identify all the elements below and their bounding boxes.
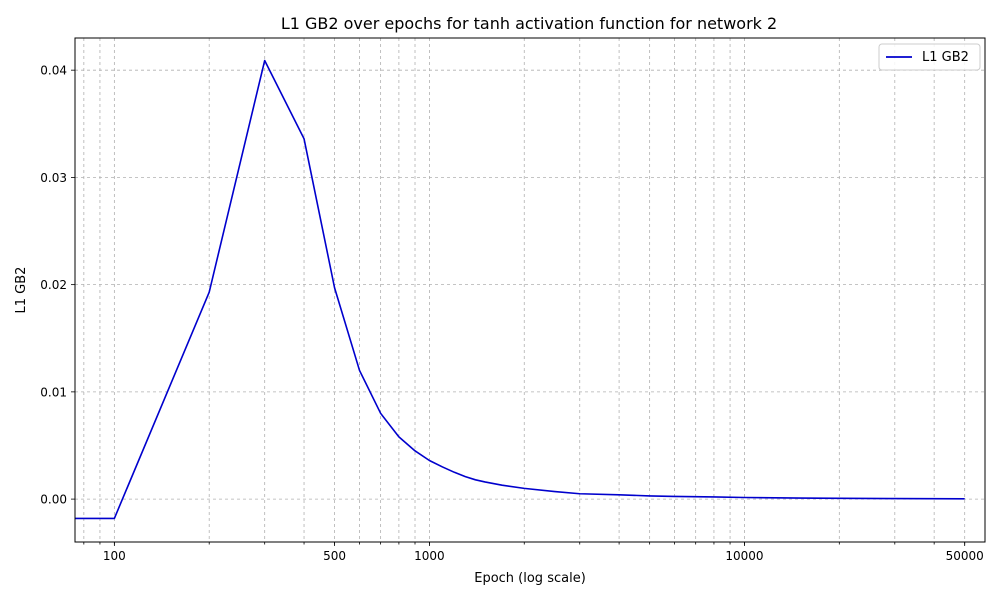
y-tick-label: 0.02 — [40, 278, 67, 292]
x-tick-label: 100 — [103, 549, 126, 563]
series-line-l1-gb2 — [75, 61, 965, 519]
x-tick-label: 500 — [323, 549, 346, 563]
y-tick-label: 0.03 — [40, 171, 67, 185]
x-tick-label: 1000 — [414, 549, 445, 563]
x-tick-label: 50000 — [946, 549, 984, 563]
x-tick-label: 10000 — [725, 549, 763, 563]
y-tick-label: 0.01 — [40, 385, 67, 399]
y-axis-label: L1 GB2 — [14, 267, 29, 314]
legend: L1 GB2 — [879, 44, 980, 70]
x-axis-label: Epoch (log scale) — [474, 571, 586, 586]
grid-layer — [75, 38, 985, 542]
y-tick-label: 0.00 — [40, 493, 67, 507]
tick-layer: 0.00 0.01 0.02 0.03 0.04 100 500 1000 10000 50000 — [40, 64, 984, 563]
series-layer — [75, 61, 965, 519]
plot-frame — [75, 38, 985, 542]
legend-label: L1 GB2 — [922, 50, 969, 65]
y-tick-label: 0.04 — [40, 64, 67, 78]
chart-title: L1 GB2 over epochs for tanh activation f… — [281, 14, 777, 33]
